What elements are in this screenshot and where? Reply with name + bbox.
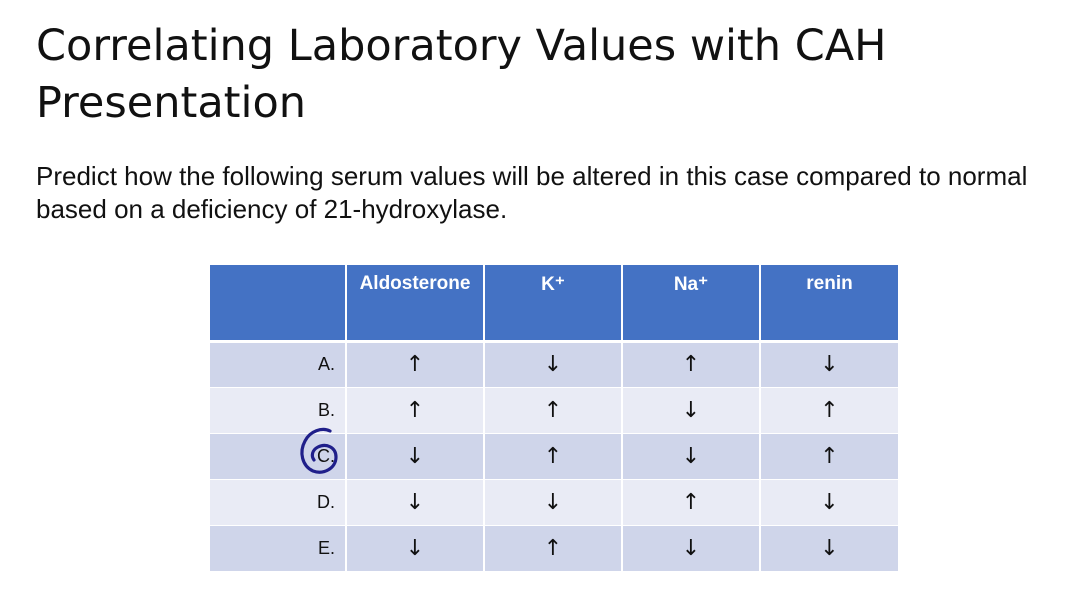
table-row: C. ↓ ↑ ↓ ↑ <box>210 433 898 480</box>
sodium-cell: ↓ <box>622 525 761 572</box>
table-row: B. ↑ ↑ ↓ ↑ <box>210 387 898 434</box>
row-label: B. <box>210 387 347 434</box>
renin-cell: ↓ <box>760 341 898 388</box>
sodium-cell: ↑ <box>622 479 761 526</box>
ink-stroke <box>300 427 338 474</box>
lab-values-table: Aldosterone K⁺ Na⁺ renin A. ↑ ↓ ↑ ↓ B. ↑… <box>210 265 898 572</box>
header-sodium: Na⁺ <box>622 265 761 343</box>
table-header-row: Aldosterone K⁺ Na⁺ renin <box>210 265 898 343</box>
table-row: E. ↓ ↑ ↓ ↓ <box>210 525 898 572</box>
aldosterone-cell: ↓ <box>346 525 485 572</box>
header-blank <box>210 265 347 343</box>
row-label: E. <box>210 525 347 572</box>
header-aldosterone: Aldosterone <box>346 265 485 343</box>
potassium-cell: ↑ <box>484 433 623 480</box>
sodium-cell: ↓ <box>622 387 761 434</box>
row-label: D. <box>210 479 347 526</box>
aldosterone-cell: ↓ <box>346 479 485 526</box>
renin-cell: ↑ <box>760 433 898 480</box>
potassium-cell: ↑ <box>484 387 623 434</box>
potassium-cell: ↓ <box>484 341 623 388</box>
renin-cell: ↑ <box>760 387 898 434</box>
potassium-cell: ↑ <box>484 525 623 572</box>
potassium-cell: ↓ <box>484 479 623 526</box>
aldosterone-cell: ↑ <box>346 387 485 434</box>
slide-title: Correlating Laboratory Values with CAH P… <box>36 21 887 128</box>
header-renin: renin <box>760 265 898 343</box>
renin-cell: ↓ <box>760 479 898 526</box>
table-row: A. ↑ ↓ ↑ ↓ <box>210 341 898 388</box>
renin-cell: ↓ <box>760 525 898 572</box>
header-potassium: K⁺ <box>484 265 623 343</box>
aldosterone-cell: ↓ <box>346 433 485 480</box>
table-row: D. ↓ ↓ ↑ ↓ <box>210 479 898 526</box>
handwritten-circle-annotation <box>300 427 338 474</box>
aldosterone-cell: ↑ <box>346 341 485 388</box>
row-label: A. <box>210 341 347 388</box>
sodium-cell: ↑ <box>622 341 761 388</box>
sodium-cell: ↓ <box>622 433 761 480</box>
slide-body-text: Predict how the following serum values w… <box>36 161 1028 224</box>
